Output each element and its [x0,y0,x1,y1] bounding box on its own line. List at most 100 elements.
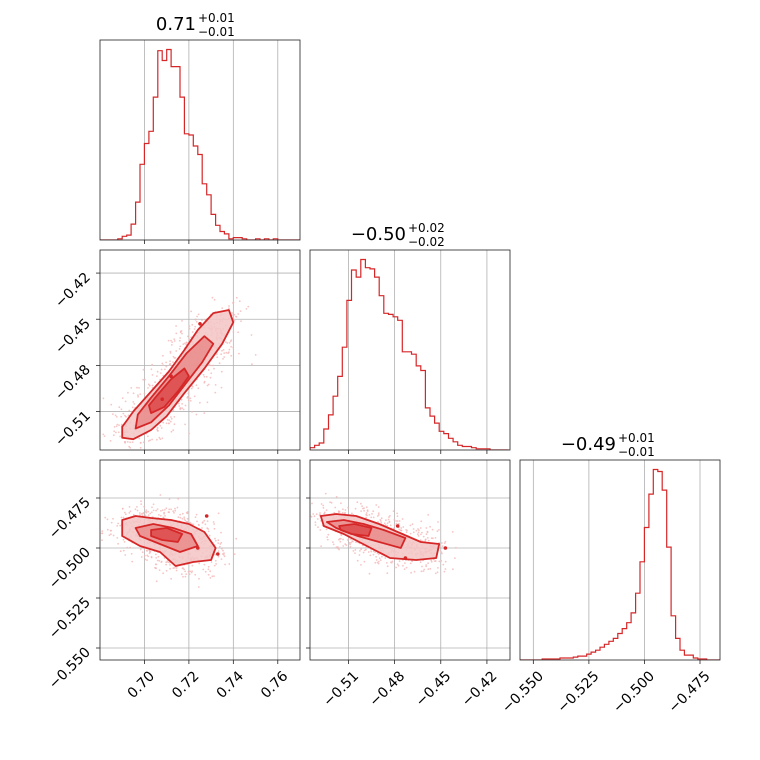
scatter-point [413,570,416,573]
scatter-point [438,529,440,531]
scatter-point [332,543,335,546]
scatter-point [444,540,447,543]
scatter-point [385,562,388,564]
scatter-point [395,520,397,522]
scatter-point [393,524,396,526]
panel-row1-col0: −0.42−0.45−0.48−0.51 [52,249,301,454]
scatter-point [145,511,148,514]
scatter-point [220,541,223,544]
scatter-point [209,570,212,573]
scatter-point [156,426,159,429]
scatter-point [338,538,341,540]
scatter-point [138,512,141,514]
scatter-point [104,516,107,519]
scatter-point [102,433,105,436]
scatter-point [425,565,428,568]
scatter-point [148,549,151,552]
scatter-point [365,548,367,551]
scatter-point [220,531,222,534]
scatter-point [393,527,395,530]
panel-title-plus: +0.01 [198,11,235,25]
scatter-point [308,518,310,520]
scatter-point [402,526,405,528]
scatter-point [138,437,141,440]
scatter-point [384,524,387,526]
scatter-point [229,340,232,343]
scatter-point [365,513,368,516]
y-tick-label: −0.51 [52,408,94,450]
scatter-point [441,545,444,547]
scatter-point [369,554,372,557]
scatter-point [426,537,429,539]
contour-island [169,374,173,379]
scatter-point [320,545,322,547]
scatter-point [183,568,186,571]
scatter-point [152,509,155,512]
scatter-point [203,375,206,378]
scatter-point [395,566,397,569]
scatter-point [250,334,253,336]
scatter-point [387,518,390,521]
scatter-point [129,510,132,513]
y-tick-label: −0.550 [46,645,94,693]
scatter-point [122,516,125,519]
scatter-point [372,553,375,556]
scatter-point [224,341,227,343]
scatter-point [121,423,123,426]
scatter-point [372,550,375,553]
scatter-point [119,524,122,527]
scatter-point [144,514,147,517]
scatter-point [442,563,445,566]
scatter-point [214,539,217,542]
scatter-point [159,438,162,441]
scatter-point [195,384,198,387]
scatter-point [385,519,387,522]
scatter-point [379,519,382,521]
scatter-point [142,378,145,381]
scatter-point [143,554,146,557]
scatter-point [130,387,133,389]
scatter-point [208,534,211,537]
scatter-point [188,432,191,435]
scatter-point [191,564,194,567]
scatter-point [233,319,236,322]
scatter-point [437,521,439,523]
scatter-point [417,528,419,530]
scatter-point [210,372,213,375]
scatter-point [168,511,171,514]
scatter-point [395,522,398,525]
scatter-point [119,435,121,438]
scatter-point [117,431,120,434]
scatter-point [160,560,163,563]
scatter-point [191,411,193,413]
scatter-point [159,424,162,427]
scatter-point [201,527,203,529]
scatter-point [194,318,197,321]
scatter-point [219,543,222,545]
scatter-point [187,570,190,573]
scatter-point [411,523,414,526]
scatter-point [211,575,214,578]
contour-inner [147,367,190,415]
scatter-point [425,533,428,536]
scatter-point [127,414,130,417]
scatter-point [169,564,171,566]
scatter-point [222,349,225,351]
scatter-point [190,310,193,313]
scatter-point [197,586,200,588]
scatter-point [376,561,379,564]
scatter-point [207,573,210,576]
scatter-point [417,535,420,537]
scatter-point [188,327,191,330]
scatter-point [397,564,400,567]
scatter-point [143,392,146,395]
scatter-point [194,325,197,328]
scatter-point [137,395,140,398]
scatter-point [126,441,129,443]
scatter-point [375,556,377,558]
contour-island [216,552,220,556]
scatter-point [158,569,161,571]
scatter-point [161,362,164,365]
scatter-point [233,553,236,555]
